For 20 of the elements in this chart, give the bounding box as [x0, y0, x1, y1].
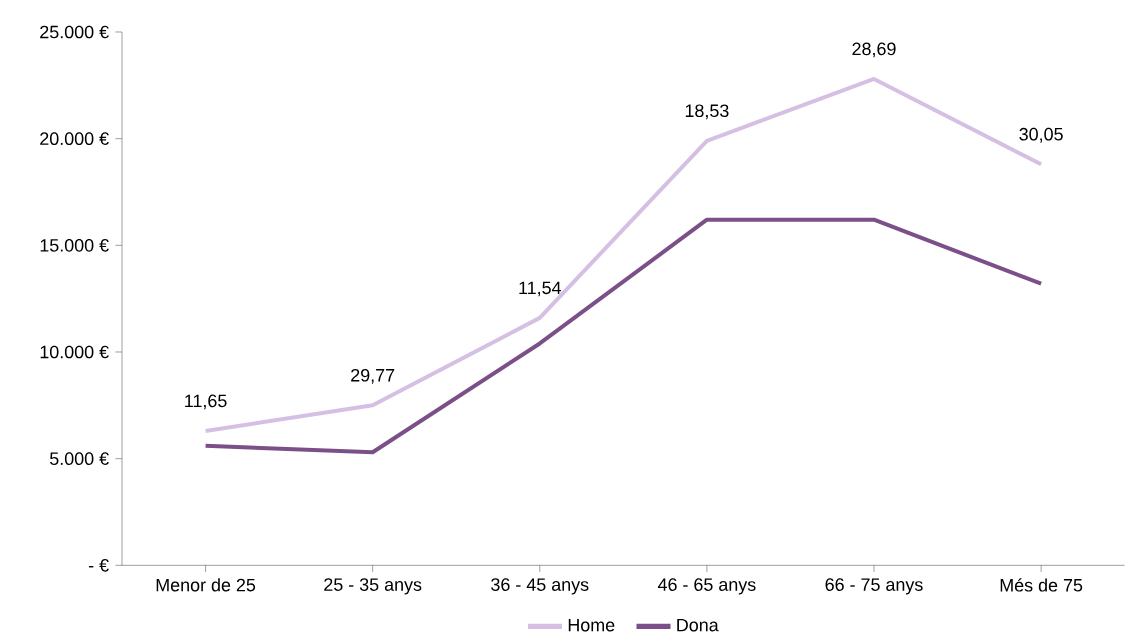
annotation: 11,65: [185, 394, 227, 410]
y-tick-label: - €: [88, 559, 109, 572]
y-tick-label: 10.000 €: [40, 345, 109, 359]
x-tick-label: Menor de 25: [156, 578, 256, 592]
x-tick-label: Més de 75: [1000, 578, 1083, 592]
legend-label: Home: [568, 619, 615, 632]
y-tick-label: 5.000 €: [49, 452, 109, 466]
y-tick-label: 15.000 €: [40, 239, 109, 252]
y-tick-label: 20.000 €: [40, 132, 109, 146]
annotation: 30,05: [1019, 128, 1063, 143]
y-tick-label: 25.000 €: [40, 25, 109, 39]
legend-label: Dona: [677, 619, 719, 632]
annotation: 11,54: [519, 281, 562, 297]
annotation: 18,53: [685, 104, 729, 120]
annotation: 29,77: [351, 369, 395, 384]
x-tick-label: 66 - 75 anys: [825, 578, 923, 595]
x-tick-label: 36 - 45 anys: [491, 578, 589, 595]
x-tick-label: 25 - 35 anys: [324, 578, 422, 595]
annotation: 28,69: [852, 42, 896, 58]
x-tick-label: 46 - 65 anys: [657, 578, 756, 595]
